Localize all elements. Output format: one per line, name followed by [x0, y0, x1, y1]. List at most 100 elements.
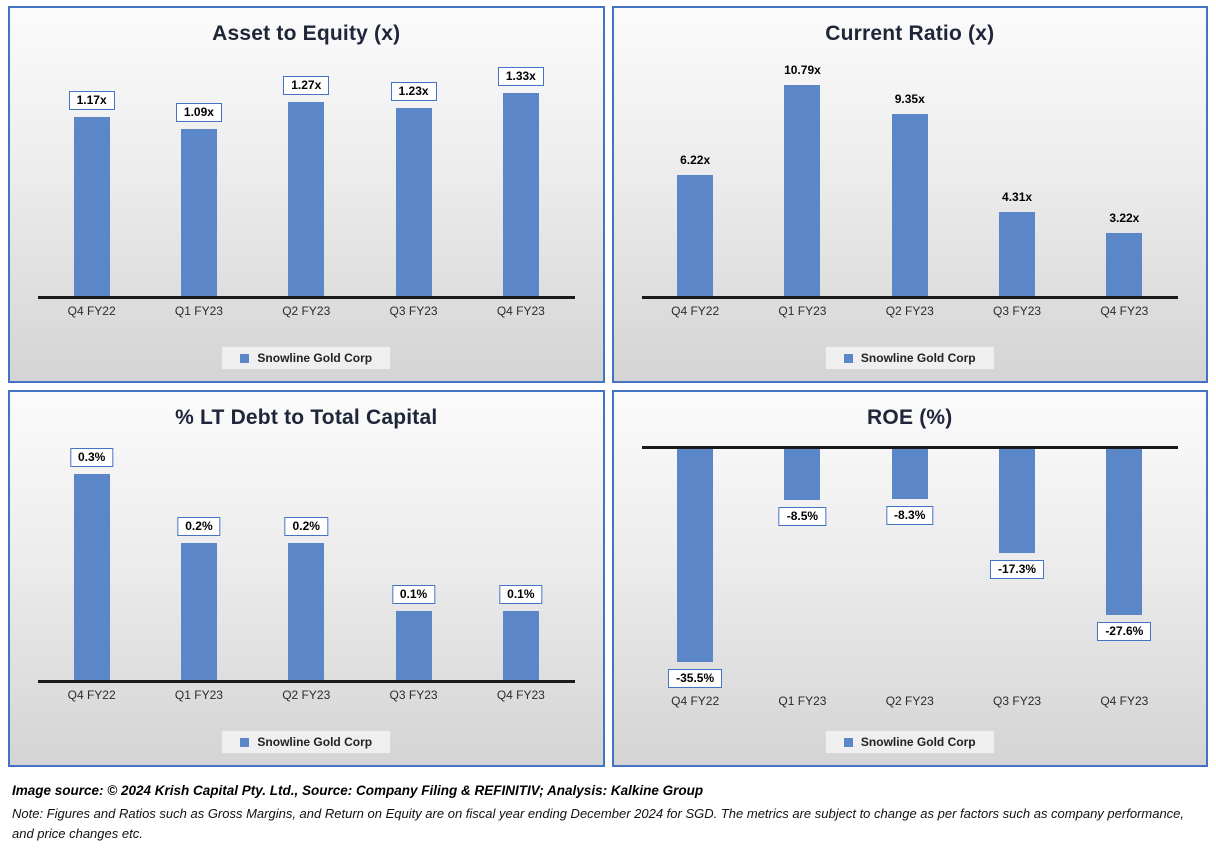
- bar-column: -27.6%: [1071, 449, 1178, 689]
- x-axis-labels: Q4 FY22 Q1 FY23 Q2 FY23 Q3 FY23 Q4 FY23: [642, 299, 1179, 318]
- data-label: -8.3%: [886, 505, 934, 525]
- bar-q4-fy23: [502, 611, 539, 680]
- data-label: -8.5%: [778, 507, 827, 526]
- bar-q1-fy23: [180, 129, 217, 296]
- data-label: 3.22x: [1109, 211, 1140, 226]
- legend-label: Snowline Gold Corp: [257, 351, 373, 365]
- data-label: 1.09x: [175, 103, 222, 123]
- category-label: Q4 FY23: [496, 304, 545, 318]
- plot-area: -35.5% -8.5% -8.3% -17.3% -27.6%: [642, 449, 1179, 689]
- data-label: 0.2%: [284, 516, 328, 536]
- data-label: 10.79x: [784, 63, 821, 78]
- bar-column: 4.31x: [963, 56, 1070, 296]
- bar-column: -35.5%: [642, 449, 749, 689]
- category-label: Q1 FY23: [778, 694, 827, 708]
- bar-q4-fy22: [677, 449, 714, 662]
- category-label: Q4 FY23: [496, 688, 545, 702]
- chart-title: Asset to Equity (x): [212, 22, 401, 45]
- category-label: Q1 FY23: [174, 688, 223, 702]
- bar-q2-fy23: [891, 113, 928, 296]
- legend-row: Snowline Gold Corp: [24, 730, 589, 754]
- legend-marker-icon: [843, 737, 853, 747]
- data-label: 9.35x: [894, 91, 925, 106]
- category-label: Q4 FY22: [67, 304, 116, 318]
- bar-column: 1.23x: [360, 56, 467, 296]
- bar-q2-fy23: [288, 542, 325, 680]
- legend-row: Snowline Gold Corp: [24, 346, 589, 370]
- bar-column: 9.35x: [856, 56, 963, 296]
- legend: Snowline Gold Corp: [221, 730, 392, 754]
- chart-panel-current-ratio: Current Ratio (x) 6.22x 10.79x 9.35x 4.31x 3…: [611, 6, 1208, 383]
- bar-column: 0.1%: [467, 440, 574, 680]
- bar-q4-fy23: [1106, 449, 1143, 615]
- bar-q1-fy23: [784, 85, 821, 296]
- category-label: Q2 FY23: [885, 304, 934, 318]
- category-label: Q1 FY23: [778, 304, 827, 318]
- bar-q4-fy22: [73, 117, 110, 296]
- data-label: 0.2%: [177, 516, 221, 536]
- chart-panel-lt-debt-to-total-capital: % LT Debt to Total Capital 0.3% 0.2% 0.2% 0…: [8, 390, 605, 767]
- category-label: Q2 FY23: [282, 688, 331, 702]
- data-label: 1.27x: [283, 75, 330, 95]
- data-label: 0.1%: [499, 585, 543, 605]
- category-label: Q3 FY23: [993, 304, 1042, 318]
- legend-marker-icon: [240, 737, 250, 747]
- category-label: Q2 FY23: [282, 304, 331, 318]
- data-label: 1.33x: [497, 66, 544, 86]
- charts-grid: Asset to Equity (x) 1.17x 1.09x 1.27x 1.23x…: [8, 6, 1208, 767]
- image-source-line: Image source: © 2024 Krish Capital Pty. …: [12, 783, 704, 798]
- legend-marker-icon: [843, 353, 853, 363]
- x-axis-labels: Q4 FY22 Q1 FY23 Q2 FY23 Q3 FY23 Q4 FY23: [642, 689, 1179, 708]
- data-label: 0.1%: [391, 585, 436, 605]
- category-label: Q3 FY23: [389, 688, 438, 702]
- category-label: Q4 FY23: [1100, 304, 1149, 318]
- bar-q3-fy23: [395, 107, 432, 296]
- note-line: Note: Figures and Ratios such as Gross M…: [12, 806, 1185, 841]
- bar-column: 1.09x: [145, 56, 252, 296]
- category-label: Q4 FY22: [671, 694, 720, 708]
- data-label: 1.17x: [68, 91, 115, 111]
- x-axis-line: [38, 680, 575, 683]
- bar-column: 1.17x: [38, 56, 145, 296]
- chart-title: % LT Debt to Total Capital: [175, 406, 438, 429]
- category-label: Q3 FY23: [389, 304, 438, 318]
- plot-area: 6.22x 10.79x 9.35x 4.31x 3.22x: [642, 56, 1179, 296]
- category-label: Q1 FY23: [174, 304, 223, 318]
- x-axis-line: [641, 446, 1178, 449]
- bar-q2-fy23: [891, 449, 928, 499]
- data-label: -17.3%: [990, 559, 1045, 579]
- bar-q3-fy23: [999, 449, 1036, 553]
- legend-marker-icon: [240, 353, 250, 363]
- plot-area: 0.3% 0.2% 0.2% 0.1% 0.1%: [38, 440, 575, 680]
- bar-q1-fy23: [180, 542, 217, 680]
- category-label: Q4 FY22: [671, 304, 720, 318]
- legend: Snowline Gold Corp: [824, 730, 995, 754]
- plot-area: 1.17x 1.09x 1.27x 1.23x 1.33x: [38, 56, 575, 296]
- bar-column: 1.27x: [253, 56, 360, 296]
- category-label: Q3 FY23: [993, 694, 1042, 708]
- bar-q4-fy22: [677, 174, 714, 296]
- legend-label: Snowline Gold Corp: [257, 735, 373, 749]
- bar-column: -8.3%: [856, 449, 963, 689]
- chart-title: Current Ratio (x): [825, 22, 995, 45]
- data-label: 6.22x: [680, 152, 711, 167]
- bar-column: 10.79x: [749, 56, 856, 296]
- data-label: -27.6%: [1097, 621, 1152, 641]
- chart-panel-asset-to-equity: Asset to Equity (x) 1.17x 1.09x 1.27x 1.23x…: [8, 6, 605, 383]
- footer: Image source: © 2024 Krish Capital Pty. …: [12, 783, 1204, 843]
- x-axis-line: [641, 296, 1178, 299]
- bar-q4-fy23: [1106, 233, 1143, 296]
- x-axis-labels: Q4 FY22 Q1 FY23 Q2 FY23 Q3 FY23 Q4 FY23: [38, 683, 575, 702]
- chart-panel-roe: ROE (%) -35.5% -8.5% -8.3% -17.3% -27.6% Q4 …: [611, 390, 1208, 767]
- legend: Snowline Gold Corp: [221, 346, 392, 370]
- category-label: Q2 FY23: [885, 694, 934, 708]
- bar-column: 0.2%: [253, 440, 360, 680]
- bar-column: 0.2%: [145, 440, 252, 680]
- bar-column: 0.3%: [38, 440, 145, 680]
- bar-q2-fy23: [288, 101, 325, 296]
- category-label: Q4 FY23: [1100, 694, 1149, 708]
- bar-column: 3.22x: [1071, 56, 1178, 296]
- legend-label: Snowline Gold Corp: [860, 735, 976, 749]
- bar-q3-fy23: [999, 211, 1036, 296]
- data-label: 1.23x: [390, 81, 437, 101]
